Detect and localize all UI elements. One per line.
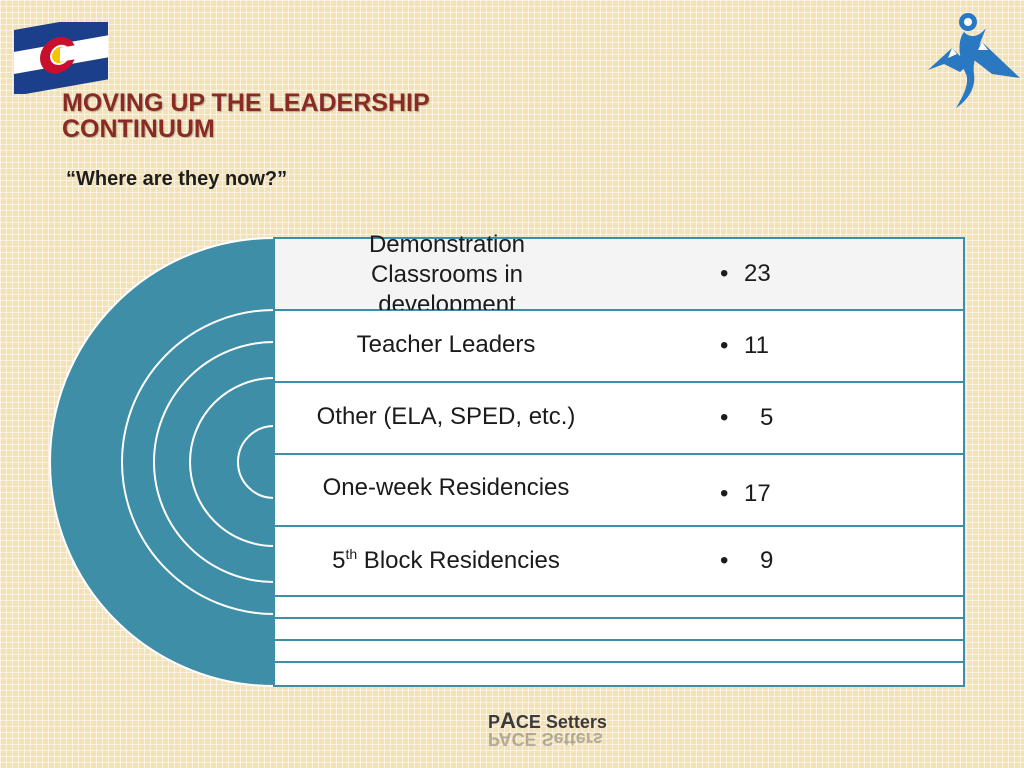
bullet: • xyxy=(720,260,729,287)
brand-a-reflection: A xyxy=(498,731,512,749)
row-label-5th-block-residencies: 5th Block Residencies xyxy=(276,546,616,575)
brand-rest-reflection: CE Setters xyxy=(511,731,603,749)
pace-setters-brand: PACE Setters xyxy=(488,708,607,734)
title-line-2: CONTINUUM xyxy=(62,115,215,143)
colorado-flag-icon xyxy=(14,22,108,94)
concentric-arcs xyxy=(49,237,274,687)
label-superscript: th xyxy=(345,546,358,562)
bullet: • xyxy=(720,480,729,507)
bullet: • xyxy=(720,404,729,431)
value: 11 xyxy=(744,332,769,359)
label-prefix: 5 xyxy=(332,547,346,574)
pace-logo-icon xyxy=(928,13,1020,108)
value: 23 xyxy=(744,260,771,287)
label-rest: Block Residencies xyxy=(357,547,560,574)
value: 5 xyxy=(760,404,774,431)
row-value-teacher-leaders: • 11 xyxy=(720,332,890,360)
row-value-other: • 5 xyxy=(720,404,890,432)
brand-p-reflection: P xyxy=(488,731,499,749)
bullet: • xyxy=(720,332,729,359)
row-label-other: Other (ELA, SPED, etc.) xyxy=(316,403,576,430)
row-label-demonstration: Demonstration Classrooms in development xyxy=(368,231,526,310)
pace-setters-reflection: PACE Setters xyxy=(488,731,603,749)
brand-p: P xyxy=(488,712,501,732)
subtitle: “Where are they now?” xyxy=(66,168,288,190)
row-label-one-week-residencies: One-week Residencies xyxy=(322,474,570,501)
value: 17 xyxy=(744,480,771,507)
bullet: • xyxy=(720,547,729,574)
brand-rest: CE Setters xyxy=(515,712,607,732)
brand-a: A xyxy=(500,708,516,733)
row-value-5th-block-residencies: • 9 xyxy=(720,547,890,575)
row-value-demonstration: • 23 xyxy=(720,260,890,288)
title-line-1: MOVING UP THE LEADERSHIP xyxy=(62,89,430,117)
row-value-one-week-residencies: • 17 xyxy=(720,480,890,508)
row-label-teacher-leaders: Teacher Leaders xyxy=(356,331,536,358)
page-title: MOVING UP THE LEADERSHIP CONTINUUM xyxy=(62,90,430,142)
table-frame xyxy=(273,237,965,687)
value: 9 xyxy=(760,547,774,574)
